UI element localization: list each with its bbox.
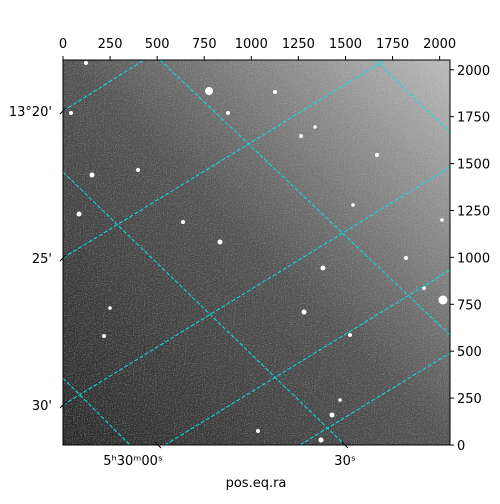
x-tick-label: 750 <box>192 37 217 52</box>
y-tick-label: 2000 <box>457 64 490 79</box>
dec-tick-label: 30' <box>32 399 52 414</box>
y-tick-label: 1250 <box>457 204 490 219</box>
y-tick-label: 1750 <box>457 111 490 126</box>
x-tick-label: 2000 <box>423 37 456 52</box>
ra-tick <box>341 441 349 449</box>
sky-image <box>63 60 450 445</box>
x-tick-label: 1250 <box>282 37 315 52</box>
x-tick-label: 1000 <box>235 37 268 52</box>
x-tick-label: 1500 <box>329 37 362 52</box>
x-tick-label: 250 <box>98 37 123 52</box>
x-tick-label: 500 <box>145 37 170 52</box>
ra-tick <box>154 441 162 449</box>
x-tick-label: 1750 <box>376 37 409 52</box>
dec-tick <box>59 401 67 409</box>
dec-tick-label: 25' <box>32 252 52 267</box>
ra-tick-label: 5ʰ30ᵐ00ˢ <box>103 454 163 469</box>
y-tick-label: 1000 <box>457 251 490 266</box>
y-tick-label: 1500 <box>457 158 490 173</box>
x-tick-label: 0 <box>59 37 67 52</box>
y-tick-label: 0 <box>457 439 465 454</box>
dec-tick <box>59 254 67 262</box>
ra-tick-label: 30ˢ <box>334 454 356 469</box>
y-tick-label: 500 <box>457 345 482 360</box>
y-tick-label: 750 <box>457 298 482 313</box>
dec-tick-label: 13°20' <box>9 105 52 120</box>
coordinate-grid <box>63 60 450 445</box>
x-axis-label: pos.eq.ra <box>226 476 287 491</box>
y-tick-label: 250 <box>457 392 482 407</box>
stars <box>69 61 448 443</box>
dec-tick <box>59 107 67 115</box>
plot-frame <box>62 59 451 446</box>
